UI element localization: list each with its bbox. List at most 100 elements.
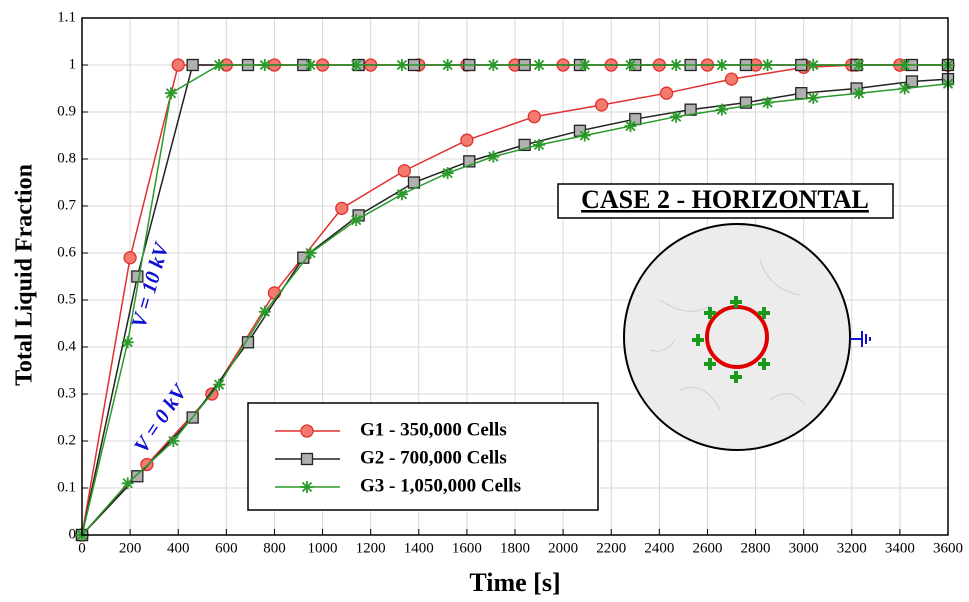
marker (121, 477, 134, 490)
y-tick-label: 0.9 (57, 103, 76, 119)
marker (397, 164, 411, 178)
y-tick-label: 1.1 (57, 9, 76, 25)
x-tick-label: 3400 (885, 540, 915, 556)
x-tick-label: 3600 (933, 540, 963, 556)
cross-section-diagram (623, 223, 871, 451)
marker (533, 138, 546, 151)
marker (123, 251, 137, 265)
marker (300, 424, 314, 438)
marker (670, 110, 683, 123)
marker (898, 82, 911, 95)
marker (213, 378, 226, 391)
marker (624, 59, 637, 71)
marker (624, 120, 637, 133)
line (81, 64, 948, 536)
marker (186, 58, 199, 72)
y-tick-label: 0.1 (57, 479, 76, 495)
marker (715, 103, 728, 116)
x-tick-label: 3000 (789, 540, 819, 556)
marker (594, 98, 609, 112)
marker (659, 86, 674, 100)
marker (905, 75, 919, 88)
x-tick-label: 200 (119, 540, 142, 556)
marker (304, 247, 317, 259)
marker (335, 201, 349, 216)
marker (395, 59, 408, 71)
y-tick-label: 0.4 (57, 338, 76, 354)
marker (304, 59, 317, 71)
y-tick-label: 0.6 (57, 244, 76, 260)
marker (578, 129, 591, 142)
marker (167, 435, 180, 447)
x-tick-label: 800 (263, 540, 286, 556)
marker (527, 110, 541, 124)
marker (807, 59, 820, 71)
marker (165, 87, 178, 100)
x-tick-label: 2200 (596, 540, 626, 556)
case-label: CASE 2 - HORIZONTAL (581, 185, 869, 214)
marker (258, 59, 271, 71)
x-tick-label: 600 (215, 540, 238, 556)
marker (121, 336, 134, 349)
marker (761, 96, 774, 109)
y-tick-label: 0.2 (57, 432, 76, 448)
marker (739, 96, 753, 109)
marker (852, 59, 865, 71)
y-tick-label: 0.5 (57, 291, 76, 307)
x-axis-label: Time [s] (469, 568, 560, 597)
marker (441, 167, 454, 180)
marker (670, 59, 683, 71)
x-tick-label: 400 (167, 540, 190, 556)
marker (213, 59, 226, 71)
marker (301, 481, 313, 493)
x-tick-label: 1400 (404, 540, 434, 556)
marker (350, 59, 363, 71)
marker (258, 305, 271, 318)
marker (300, 452, 314, 466)
marker (441, 59, 454, 71)
marker (350, 214, 363, 227)
marker (131, 270, 144, 283)
marker (460, 133, 474, 147)
x-tick-label: 2600 (692, 540, 722, 556)
marker (487, 150, 500, 163)
marker (395, 188, 408, 201)
y-tick-label: 0.8 (57, 150, 76, 166)
marker (131, 470, 144, 483)
marker (852, 87, 865, 100)
marker (715, 59, 728, 71)
x-tick-label: 0 (78, 540, 86, 556)
marker (241, 336, 255, 349)
x-tick-label: 1200 (356, 540, 386, 556)
x-tick-label: 2000 (548, 540, 578, 556)
x-tick-label: 2800 (741, 540, 771, 556)
y-tick-label: 0.7 (57, 197, 76, 213)
marker (533, 59, 546, 71)
x-tick-label: 1800 (500, 540, 530, 556)
legend-label: G1 - 350,000 Cells (360, 419, 507, 440)
marker (761, 59, 774, 71)
y-tick-label: 0.3 (57, 385, 76, 401)
y-tick-label: 0 (69, 526, 77, 542)
x-tick-label: 3200 (837, 540, 867, 556)
marker (807, 91, 820, 104)
legend-label: G3 - 1,050,000 Cells (360, 475, 521, 496)
y-tick-label: 1 (69, 56, 77, 72)
legend: G1 - 350,000 Cells G2 - 700,000 Cells G3 -… (247, 402, 599, 511)
line (81, 83, 949, 536)
legend-label: G2 - 700,000 Cells (360, 447, 507, 468)
case-box (557, 183, 894, 219)
marker (724, 72, 739, 86)
marker (898, 59, 911, 71)
marker (171, 58, 185, 72)
x-tick-label: 1000 (308, 540, 338, 556)
marker (463, 155, 476, 168)
x-tick-label: 2400 (644, 540, 674, 556)
x-tick-label: 1600 (452, 540, 482, 556)
marker (629, 112, 642, 126)
y-axis-label: Total Liquid Fraction (12, 164, 38, 386)
marker (518, 138, 531, 152)
marker (795, 87, 808, 100)
marker (487, 59, 500, 71)
